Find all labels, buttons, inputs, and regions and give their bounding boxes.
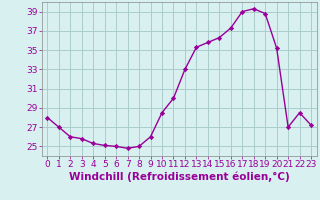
X-axis label: Windchill (Refroidissement éolien,°C): Windchill (Refroidissement éolien,°C) <box>69 172 290 182</box>
